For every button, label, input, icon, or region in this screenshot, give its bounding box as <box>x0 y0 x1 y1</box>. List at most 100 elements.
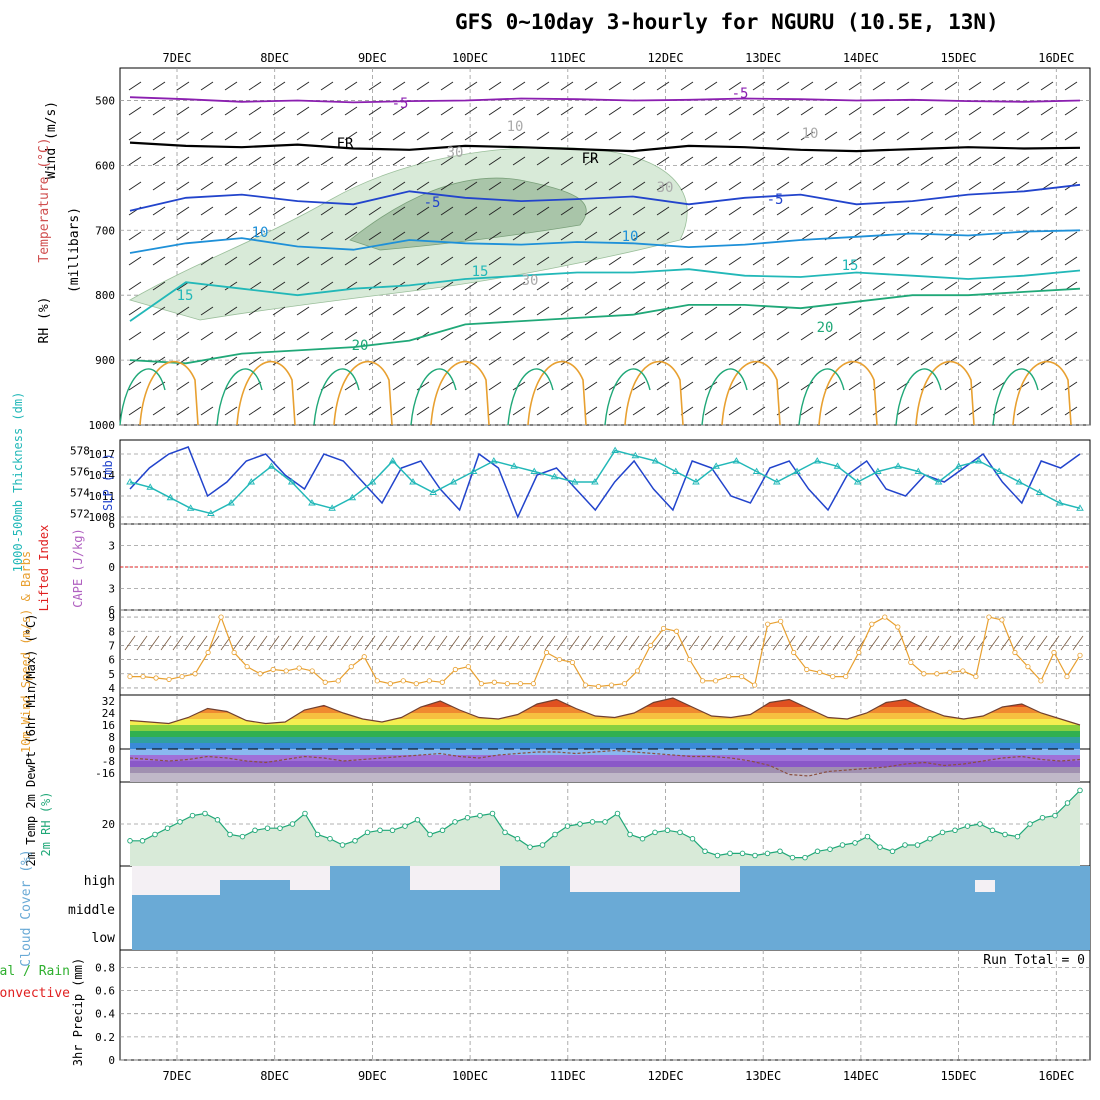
wind-barb <box>752 406 766 416</box>
rh-point <box>939 829 946 836</box>
surface-wind-barb <box>304 635 316 651</box>
wind-barb <box>848 406 862 416</box>
wind-barb <box>920 156 934 166</box>
contour-label: 20 <box>817 320 834 336</box>
temp-tick-label: 16 <box>102 719 115 732</box>
wind-speed-point <box>374 678 380 684</box>
wind-barb <box>584 381 598 391</box>
wind-barb <box>464 331 478 341</box>
wind-barb <box>464 181 478 191</box>
wind-barb <box>872 256 886 266</box>
isotherm-blue <box>129 183 1081 212</box>
surface-wind-barb <box>280 635 292 651</box>
wind-barb <box>608 81 622 91</box>
wind-barb <box>1040 231 1054 241</box>
wind-barb <box>488 381 502 391</box>
wind-barb <box>536 256 550 266</box>
wind-axis-label: 10m Wind Speed (m/s) & Barbs <box>19 551 33 753</box>
wind-speed-point <box>218 614 224 620</box>
wind-barb <box>296 381 310 391</box>
wind-barb <box>440 156 454 166</box>
wind-barb <box>776 306 790 316</box>
wind-barb <box>248 256 262 266</box>
thickness-marker <box>611 446 619 453</box>
wind-barb <box>248 306 262 316</box>
bl-temperature-contour <box>430 360 490 426</box>
wind-barb <box>272 256 286 266</box>
thickness-tick-label: 578 <box>70 445 90 458</box>
rh-point <box>1014 833 1021 840</box>
wind-barb <box>344 331 358 341</box>
wind-speed-point <box>817 669 823 675</box>
wind-speed-point <box>361 654 367 660</box>
surface-wind-barb <box>448 635 460 651</box>
wind-speed-point <box>999 617 1005 623</box>
wind-barb <box>968 281 982 291</box>
wind-barb <box>512 356 526 366</box>
pressure-tick-label: 800 <box>95 289 115 302</box>
wind-barb <box>632 381 646 391</box>
rh-point <box>602 819 608 825</box>
date-label-bottom: 16DEC <box>1038 1069 1074 1083</box>
bl-green-contour <box>507 368 554 426</box>
contour-label: 10 <box>507 119 524 135</box>
wind-barb <box>344 406 358 416</box>
wind-barb <box>944 181 958 191</box>
wind-barb <box>1016 331 1030 341</box>
surface-wind-barb <box>1024 635 1036 651</box>
rh-point <box>489 810 496 817</box>
thickness-marker <box>287 478 296 485</box>
temp-tick-label: 24 <box>102 707 116 720</box>
wind-barb <box>1040 381 1054 391</box>
rh-point <box>864 833 871 840</box>
thickness-marker <box>631 451 640 459</box>
wind-barb <box>992 381 1006 391</box>
bl-green-contour <box>410 368 457 426</box>
wind-barb <box>536 331 550 341</box>
slp-tick-label: 1008 <box>89 511 116 524</box>
wind-barb <box>440 281 454 291</box>
rh-point <box>339 842 346 848</box>
wind-barb <box>1040 106 1054 116</box>
surface-wind-barb <box>1036 635 1048 651</box>
rh-point <box>402 823 408 829</box>
surface-wind-barb <box>964 635 976 651</box>
wind-barb <box>656 331 670 341</box>
wind-barb <box>344 306 358 316</box>
wind-barb <box>632 356 646 366</box>
wind-speed-point <box>1077 652 1083 658</box>
wind-barb <box>512 381 526 391</box>
surface-wind-barb <box>424 635 436 651</box>
surface-wind-barb <box>244 635 256 651</box>
wind-barb <box>296 356 310 366</box>
bl-green-contour <box>701 368 748 426</box>
wind-barb <box>368 131 382 141</box>
wind-barb <box>1040 406 1054 416</box>
rh-point <box>264 825 271 831</box>
li-tick-label: 6 <box>108 518 115 531</box>
wind-barb <box>512 256 526 266</box>
wind-barb <box>536 206 550 216</box>
rh-point <box>252 827 258 834</box>
wind-barb <box>1064 306 1078 316</box>
rh-point <box>714 852 721 859</box>
date-label-bottom: 14DEC <box>843 1069 879 1083</box>
li-tick-label: 3 <box>108 540 115 553</box>
wind-barb <box>464 356 478 366</box>
wind-barb <box>872 131 886 141</box>
thickness-marker <box>591 478 599 485</box>
wind-barb <box>608 331 622 341</box>
bl-green-contour <box>895 368 942 426</box>
wind-barb <box>512 231 526 241</box>
rh-point <box>702 848 708 855</box>
wind-barb <box>872 156 886 166</box>
wind-barb <box>944 81 958 91</box>
wind-barb <box>920 256 934 266</box>
wind-barb <box>200 106 214 116</box>
wind-barb <box>536 131 550 141</box>
contour-label: -5 <box>732 86 749 102</box>
wind-barb <box>704 206 718 216</box>
wind-barb <box>272 106 286 116</box>
wind-barb <box>248 106 262 116</box>
rh-point <box>627 831 633 838</box>
